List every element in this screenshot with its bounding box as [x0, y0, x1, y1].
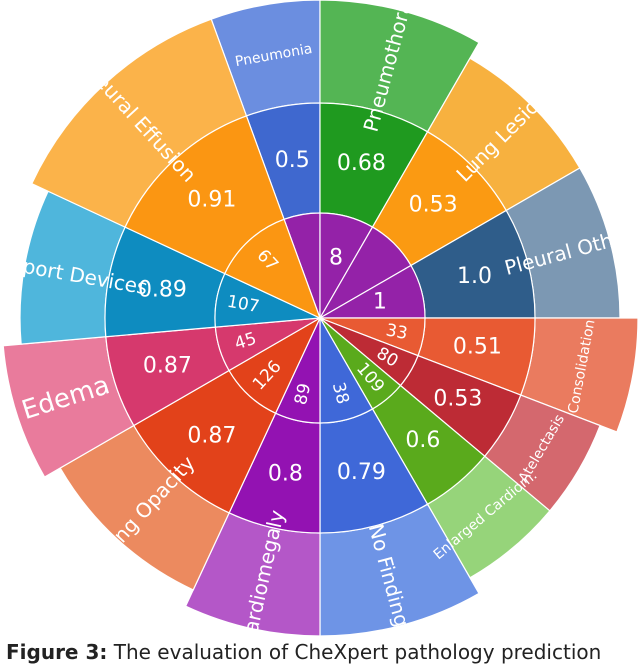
caption-label: Figure 3: — [6, 640, 108, 664]
score-label-lung-lesion: 0.53 — [409, 192, 458, 217]
score-label-pneumothorax: 0.68 — [337, 151, 386, 176]
score-label-pleural-effusion: 0.91 — [187, 188, 236, 213]
count-label-consolidation: 33 — [384, 320, 409, 344]
score-label-cardiomegaly: 0.8 — [268, 462, 303, 487]
count-label-pneumo-group: 8 — [329, 246, 343, 271]
figure-caption: Figure 3: The evaluation of CheXpert pat… — [6, 640, 601, 664]
score-label-edema: 0.87 — [143, 354, 192, 379]
score-label-consolidation: 0.51 — [453, 335, 502, 360]
score-label-enlarged-cardiom: 0.6 — [405, 428, 440, 453]
caption-text: The evaluation of CheXpert pathology pre… — [113, 640, 602, 664]
score-label-lung-opacity: 0.87 — [187, 423, 236, 448]
score-label-pneumonia: 0.5 — [275, 148, 310, 173]
inner-ring — [214, 212, 426, 424]
score-label-atelectasis: 0.53 — [433, 387, 482, 412]
count-label-cardiomegaly: 89 — [291, 381, 315, 406]
outer-ring — [2, 0, 639, 637]
middle-ring — [104, 102, 536, 534]
count-label-pleural-group: 1 — [373, 289, 387, 314]
score-label-no-finding: 0.79 — [337, 460, 386, 485]
score-label-support-devices: 0.89 — [138, 278, 187, 303]
score-label-pleural-other: 1.0 — [457, 264, 492, 289]
count-slice-pleural-effusion — [224, 218, 322, 320]
